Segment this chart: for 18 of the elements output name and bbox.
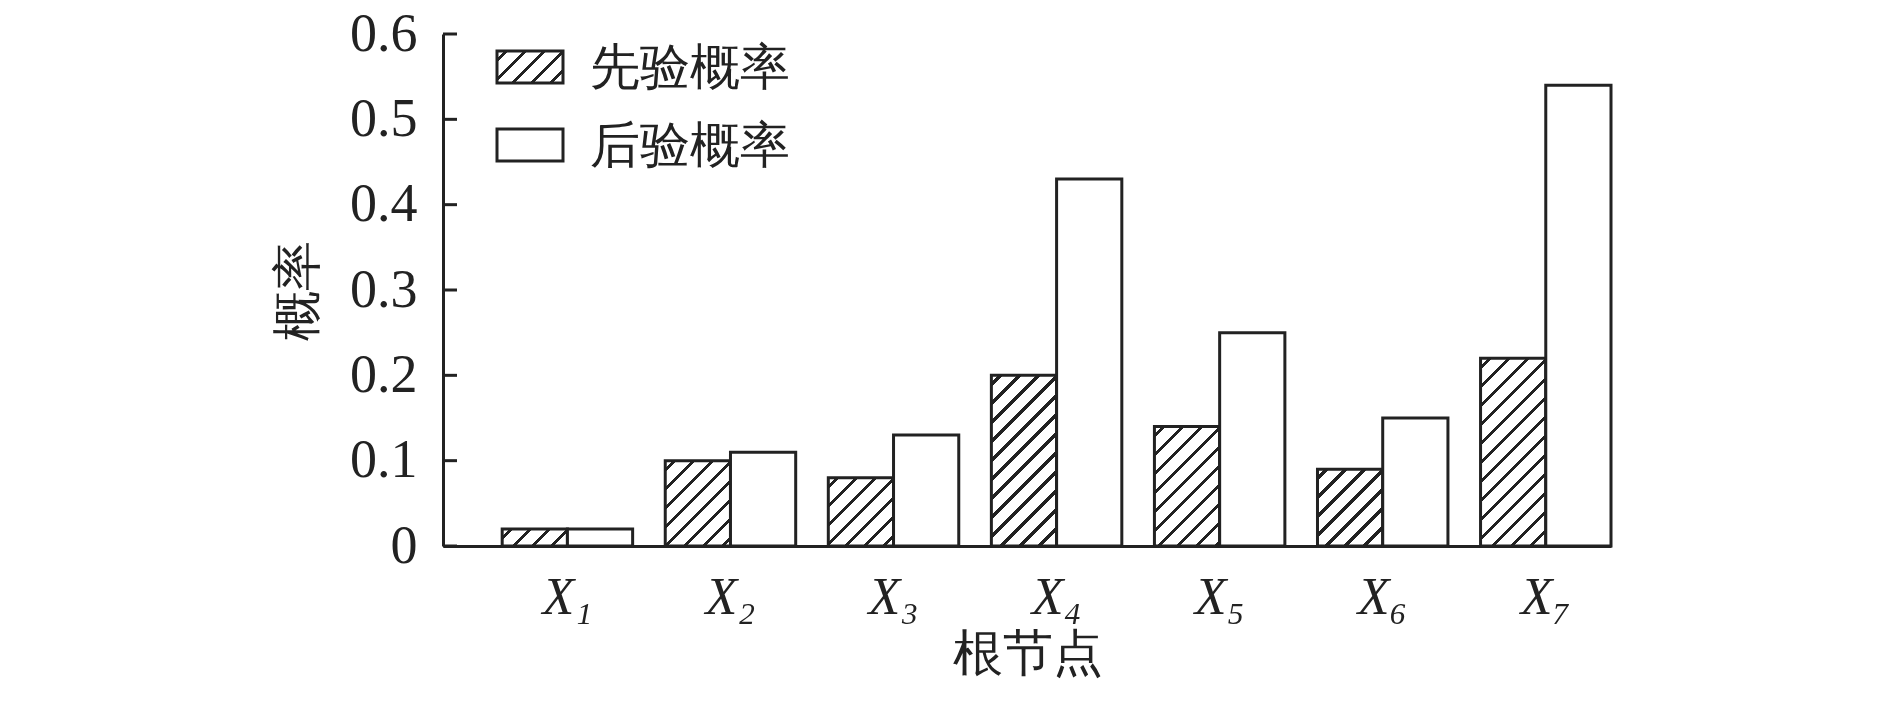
x-tick-label: X₅ [1192, 567, 1245, 625]
y-axis-title: 概率 [269, 240, 325, 341]
x-tick-label: X₄ [1029, 567, 1082, 625]
y-tick-label: 0 [390, 514, 418, 575]
legend-label: 先验概率 [590, 39, 790, 95]
y-tick-label: 0.5 [350, 87, 418, 148]
y-tick-label: 0.2 [350, 343, 418, 404]
x-tick-label: X₆ [1355, 567, 1408, 625]
x-tick-label: X₁ [540, 567, 593, 625]
y-tick-label: 0.6 [350, 2, 418, 63]
y-tick-label: 0.1 [350, 429, 418, 490]
x-tick-label: X₇ [1518, 567, 1571, 625]
x-axis-title: 根节点 [952, 624, 1103, 681]
x-tick-label: X₃ [866, 567, 919, 625]
legend-label: 后验概率 [590, 117, 790, 173]
y-tick-label: 0.3 [350, 258, 418, 319]
x-tick-label: X₂ [703, 567, 756, 625]
y-tick-label: 0.4 [350, 173, 418, 234]
